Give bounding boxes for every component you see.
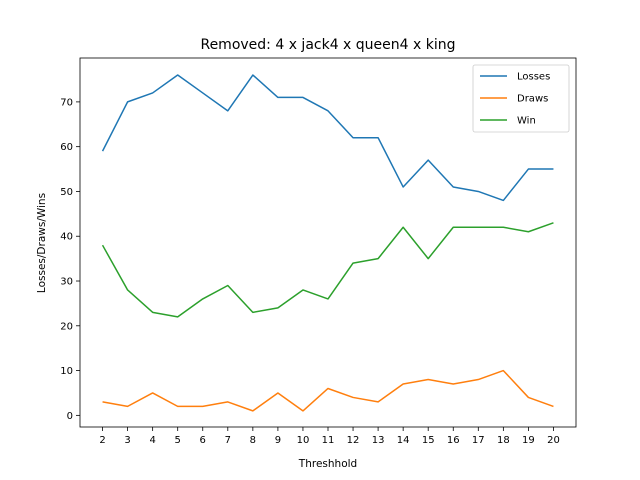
x-tick-label: 17	[472, 435, 485, 446]
x-tick-label: 19	[522, 435, 535, 446]
x-tick-label: 14	[397, 435, 410, 446]
y-axis-label: Losses/Draws/Wins	[36, 193, 48, 293]
x-tick-label: 4	[149, 435, 155, 446]
series-line-draws	[102, 369, 554, 412]
x-tick-label: 15	[422, 435, 435, 446]
y-tick-label: 10	[60, 366, 73, 377]
y-tick-label: 70	[60, 97, 73, 108]
x-tick-label: 20	[547, 435, 560, 446]
x-tick-label: 7	[225, 435, 231, 446]
x-tick-label: 12	[347, 435, 360, 446]
x-tick-label: 10	[297, 435, 310, 446]
x-tick-label: 11	[322, 435, 335, 446]
legend: Losses Draws Win	[472, 64, 570, 133]
y-tick-label: 20	[60, 321, 73, 332]
x-axis-label: Threshhold	[298, 458, 357, 470]
y-tick-label: 50	[60, 187, 73, 198]
x-axis: 2 3 4 5 6 7 8 9 10 11 12 13 14 15 16 17 18 19 20	[99, 427, 560, 446]
x-tick-label: 2	[99, 435, 105, 446]
y-axis: 0 10 20 30 40 50 60 70	[60, 97, 80, 422]
x-tick-label: 5	[175, 435, 181, 446]
legend-label-draws: Draws	[517, 94, 548, 105]
x-tick-label: 18	[497, 435, 510, 446]
y-tick-label: 0	[67, 411, 73, 422]
y-tick-label: 30	[60, 277, 73, 288]
y-tick-label: 40	[60, 232, 73, 243]
x-tick-label: 9	[275, 435, 281, 446]
x-tick-label: 16	[447, 435, 460, 446]
legend-label-losses: Losses	[517, 72, 550, 83]
x-tick-label: 13	[372, 435, 385, 446]
x-tick-label: 3	[124, 435, 130, 446]
series-layer	[101, 74, 554, 412]
legend-box	[472, 64, 570, 133]
legend-label-win: Win	[517, 116, 536, 127]
y-tick-label: 60	[60, 142, 73, 153]
chart-title: Removed: 4 x jack4 x queen4 x king	[200, 37, 455, 53]
series-line-losses	[101, 74, 554, 202]
x-tick-label: 6	[200, 435, 206, 446]
x-tick-label: 8	[250, 435, 256, 446]
series-line-win	[101, 222, 554, 318]
